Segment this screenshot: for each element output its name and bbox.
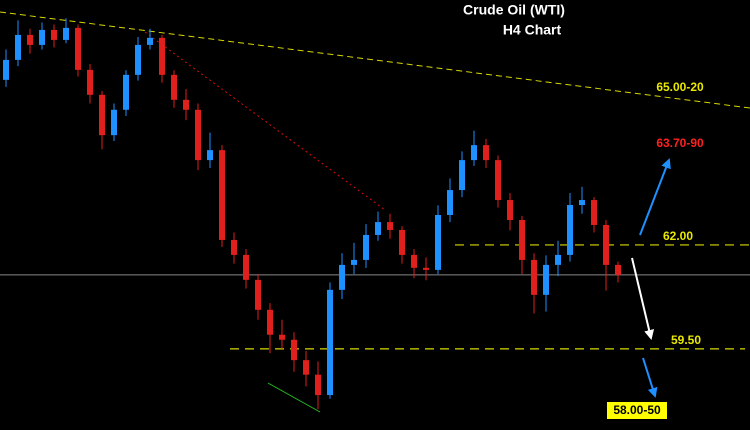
candle-body	[39, 29, 45, 45]
candle-body	[303, 360, 309, 375]
candle-body	[207, 150, 213, 161]
candle-body	[375, 222, 381, 235]
level-label: 62.00	[663, 229, 693, 243]
level-label: 59.50	[671, 333, 701, 347]
plot	[0, 18, 750, 410]
candle-body	[399, 229, 405, 255]
candle-body	[159, 37, 165, 75]
candle-body	[243, 254, 249, 280]
trend-line	[0, 11, 750, 109]
candle-body	[195, 109, 201, 161]
candle-body	[591, 200, 597, 225]
candle-body	[603, 224, 609, 265]
candle-body	[183, 99, 189, 110]
candle-body	[123, 74, 129, 110]
arrow	[642, 357, 658, 398]
candle-body	[111, 109, 117, 136]
annotation: 65.00-20	[656, 80, 704, 94]
candle-body	[231, 239, 237, 255]
candle-body	[447, 190, 453, 215]
candle-body	[495, 160, 501, 201]
candle-body	[267, 309, 273, 335]
chart-title: Crude Oil (WTI)	[463, 2, 565, 18]
candle-body	[87, 69, 93, 95]
candle-body	[219, 150, 225, 240]
trend-line	[267, 382, 321, 413]
candle-body	[51, 29, 57, 40]
candle-body	[555, 254, 561, 265]
candle-body	[147, 37, 153, 45]
candle-body	[435, 215, 441, 270]
candle-body	[171, 74, 177, 100]
candle-body	[543, 264, 549, 295]
candle-body	[327, 289, 333, 396]
candle-body	[387, 222, 393, 230]
annotation: 58.00-50	[613, 403, 661, 417]
candle-body	[99, 94, 105, 136]
candle-body	[363, 234, 369, 260]
candle-body	[255, 279, 261, 310]
candle-body	[279, 334, 285, 340]
candle-body	[135, 44, 141, 75]
candle-body	[411, 254, 417, 268]
annotation: 63.70-90	[656, 136, 704, 150]
candle-body	[15, 34, 21, 60]
candle-body	[531, 259, 537, 295]
candle-body	[471, 145, 477, 161]
candle-body	[351, 259, 357, 265]
candle-body	[291, 339, 297, 361]
candle-body	[519, 219, 525, 260]
candle-body	[339, 264, 345, 290]
candle-body	[27, 34, 33, 45]
candle-body	[507, 200, 513, 220]
candle-body	[315, 374, 321, 396]
chart-subtitle: H4 Chart	[503, 22, 562, 38]
arrow	[639, 158, 671, 236]
candle-body	[615, 264, 621, 275]
candle-body	[63, 27, 69, 40]
candle-body	[483, 145, 489, 161]
arrow	[631, 257, 655, 340]
candle-body	[3, 59, 9, 80]
candle-body	[579, 200, 585, 206]
candle-body	[567, 205, 573, 255]
candle-body	[423, 267, 429, 270]
candle-body	[459, 160, 465, 191]
candle-body	[75, 27, 81, 70]
annotation-box	[607, 402, 667, 419]
